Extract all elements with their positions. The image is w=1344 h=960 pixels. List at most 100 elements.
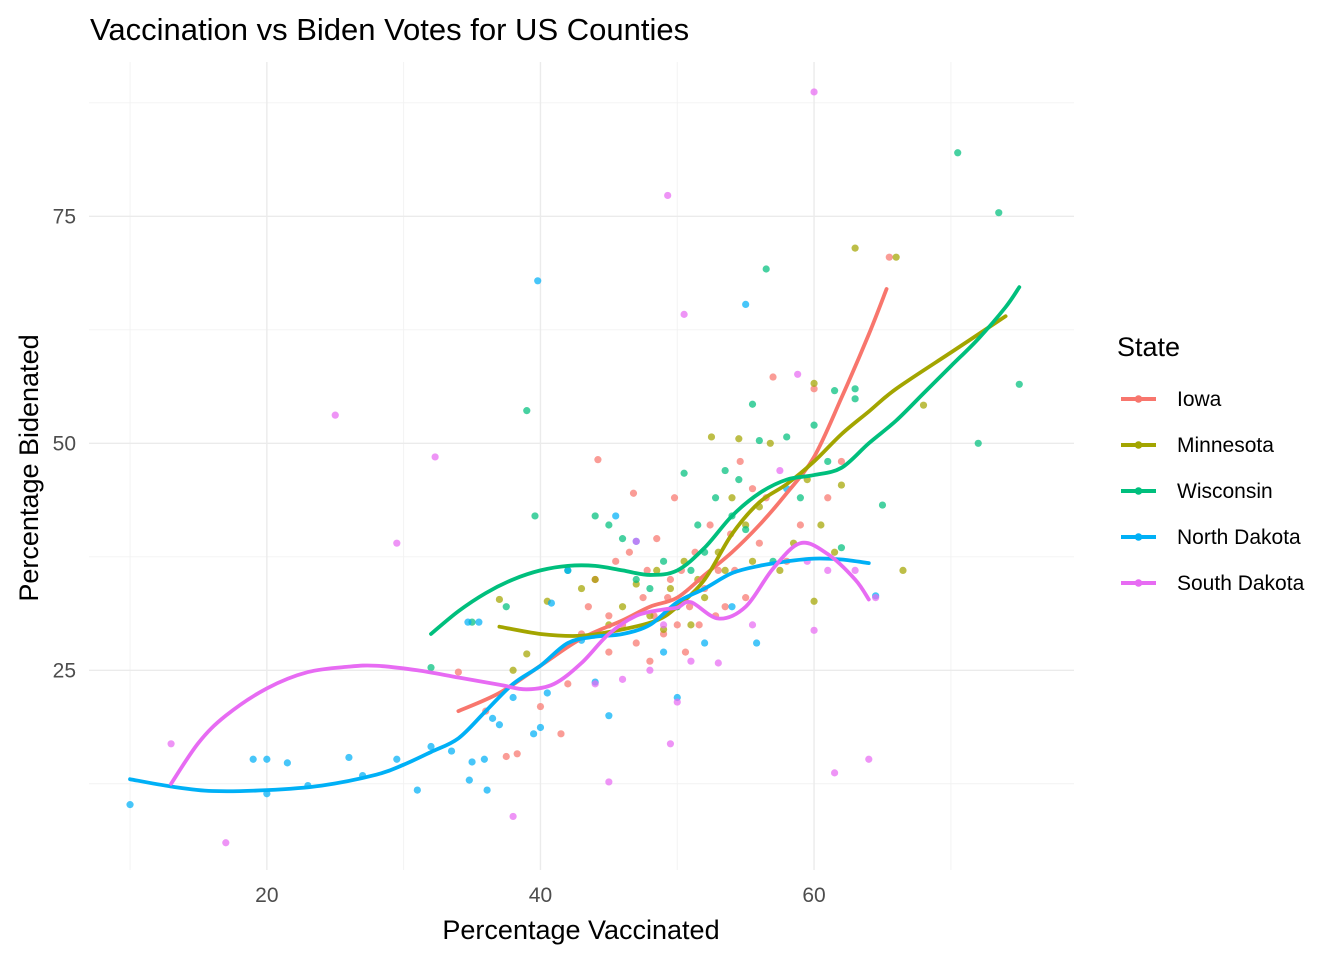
trend-line-iowa	[456, 287, 889, 714]
data-point	[865, 755, 873, 763]
data-point	[810, 379, 818, 387]
data-point	[454, 668, 462, 676]
data-point	[643, 566, 651, 575]
data-point	[742, 300, 750, 308]
legend-label: North Dakota	[1177, 526, 1301, 549]
data-point	[666, 575, 675, 584]
data-point	[509, 666, 517, 674]
data-point	[639, 594, 647, 602]
legend-item-north-dakota: North Dakota	[1121, 526, 1301, 549]
data-point	[794, 370, 802, 378]
data-point	[748, 621, 757, 629]
data-point	[468, 758, 476, 766]
data-point	[547, 599, 556, 607]
data-point	[810, 385, 818, 393]
data-point	[919, 401, 928, 409]
x-tick-label: 60	[802, 884, 825, 907]
data-point	[591, 575, 599, 584]
legend-item-minnesota: Minnesota	[1121, 434, 1274, 457]
y-tick-label: 50	[53, 432, 76, 455]
data-point	[783, 433, 791, 441]
data-point	[707, 433, 716, 441]
data-point	[283, 759, 291, 767]
data-point	[680, 469, 688, 477]
data-point	[447, 747, 456, 755]
x-axis-title: Percentage Vaccinated	[442, 915, 719, 945]
data-point	[694, 521, 702, 529]
data-point	[714, 659, 722, 667]
data-point	[646, 666, 654, 674]
data-point	[393, 539, 401, 547]
data-point	[735, 435, 743, 443]
data-point	[664, 191, 672, 200]
data-point	[659, 648, 668, 656]
data-point	[721, 603, 729, 611]
chart-title: Vaccination vs Biden Votes for US Counti…	[90, 12, 689, 47]
data-point	[666, 740, 675, 748]
data-point	[659, 557, 668, 565]
data-point	[605, 778, 613, 786]
data-point	[680, 310, 688, 318]
y-axis-title: Percentage Bidenated	[14, 334, 44, 601]
data-point	[509, 693, 517, 702]
data-point	[701, 639, 709, 647]
data-point	[878, 501, 887, 509]
data-point	[618, 675, 627, 683]
data-point	[766, 439, 774, 447]
data-point	[646, 657, 654, 665]
legend-key-point	[1134, 441, 1143, 449]
data-point	[954, 149, 962, 157]
legend-title: State	[1117, 332, 1180, 362]
trend-line-minnesota	[497, 314, 1008, 638]
legend-item-south-dakota: South Dakota	[1121, 572, 1305, 595]
data-point	[769, 373, 777, 381]
data-point	[612, 557, 620, 565]
data-point	[605, 612, 613, 620]
data-point	[670, 494, 679, 502]
data-point	[872, 594, 880, 602]
data-point	[673, 621, 681, 629]
data-point	[995, 209, 1003, 217]
trend-layer	[128, 285, 1022, 794]
data-point	[762, 265, 770, 273]
data-point	[1015, 380, 1023, 388]
data-point	[502, 752, 510, 761]
legend-item-wisconsin: Wisconsin	[1121, 480, 1273, 503]
data-point	[687, 621, 695, 629]
data-point	[742, 525, 750, 534]
legend-key-point	[1134, 579, 1143, 587]
data-point	[464, 618, 472, 626]
data-point	[427, 663, 435, 672]
data-point	[495, 595, 504, 604]
data-point	[706, 521, 714, 529]
legend-key-point	[1134, 487, 1143, 495]
data-point	[687, 566, 695, 575]
legend-label: Iowa	[1177, 388, 1222, 411]
data-point	[167, 740, 175, 748]
data-point	[673, 698, 681, 706]
data-point	[714, 566, 722, 575]
data-point	[618, 603, 627, 611]
data-point	[830, 548, 839, 556]
legend-key-point	[1134, 533, 1143, 541]
data-point	[591, 512, 599, 520]
data-point	[755, 539, 763, 547]
data-point	[851, 385, 859, 393]
data-point	[736, 457, 744, 466]
data-point	[892, 253, 900, 261]
data-point	[830, 769, 839, 777]
data-point	[632, 639, 640, 647]
data-point	[393, 755, 401, 763]
data-point	[480, 755, 488, 763]
data-point	[728, 603, 736, 611]
data-point	[666, 584, 675, 593]
x-tick-labels: 20 40 60	[255, 884, 826, 907]
data-point	[413, 786, 421, 794]
data-point	[701, 594, 709, 602]
data-point	[659, 621, 668, 629]
data-point	[509, 812, 517, 821]
legend-label: South Dakota	[1177, 572, 1305, 595]
data-point	[483, 786, 491, 794]
data-point	[742, 594, 750, 602]
